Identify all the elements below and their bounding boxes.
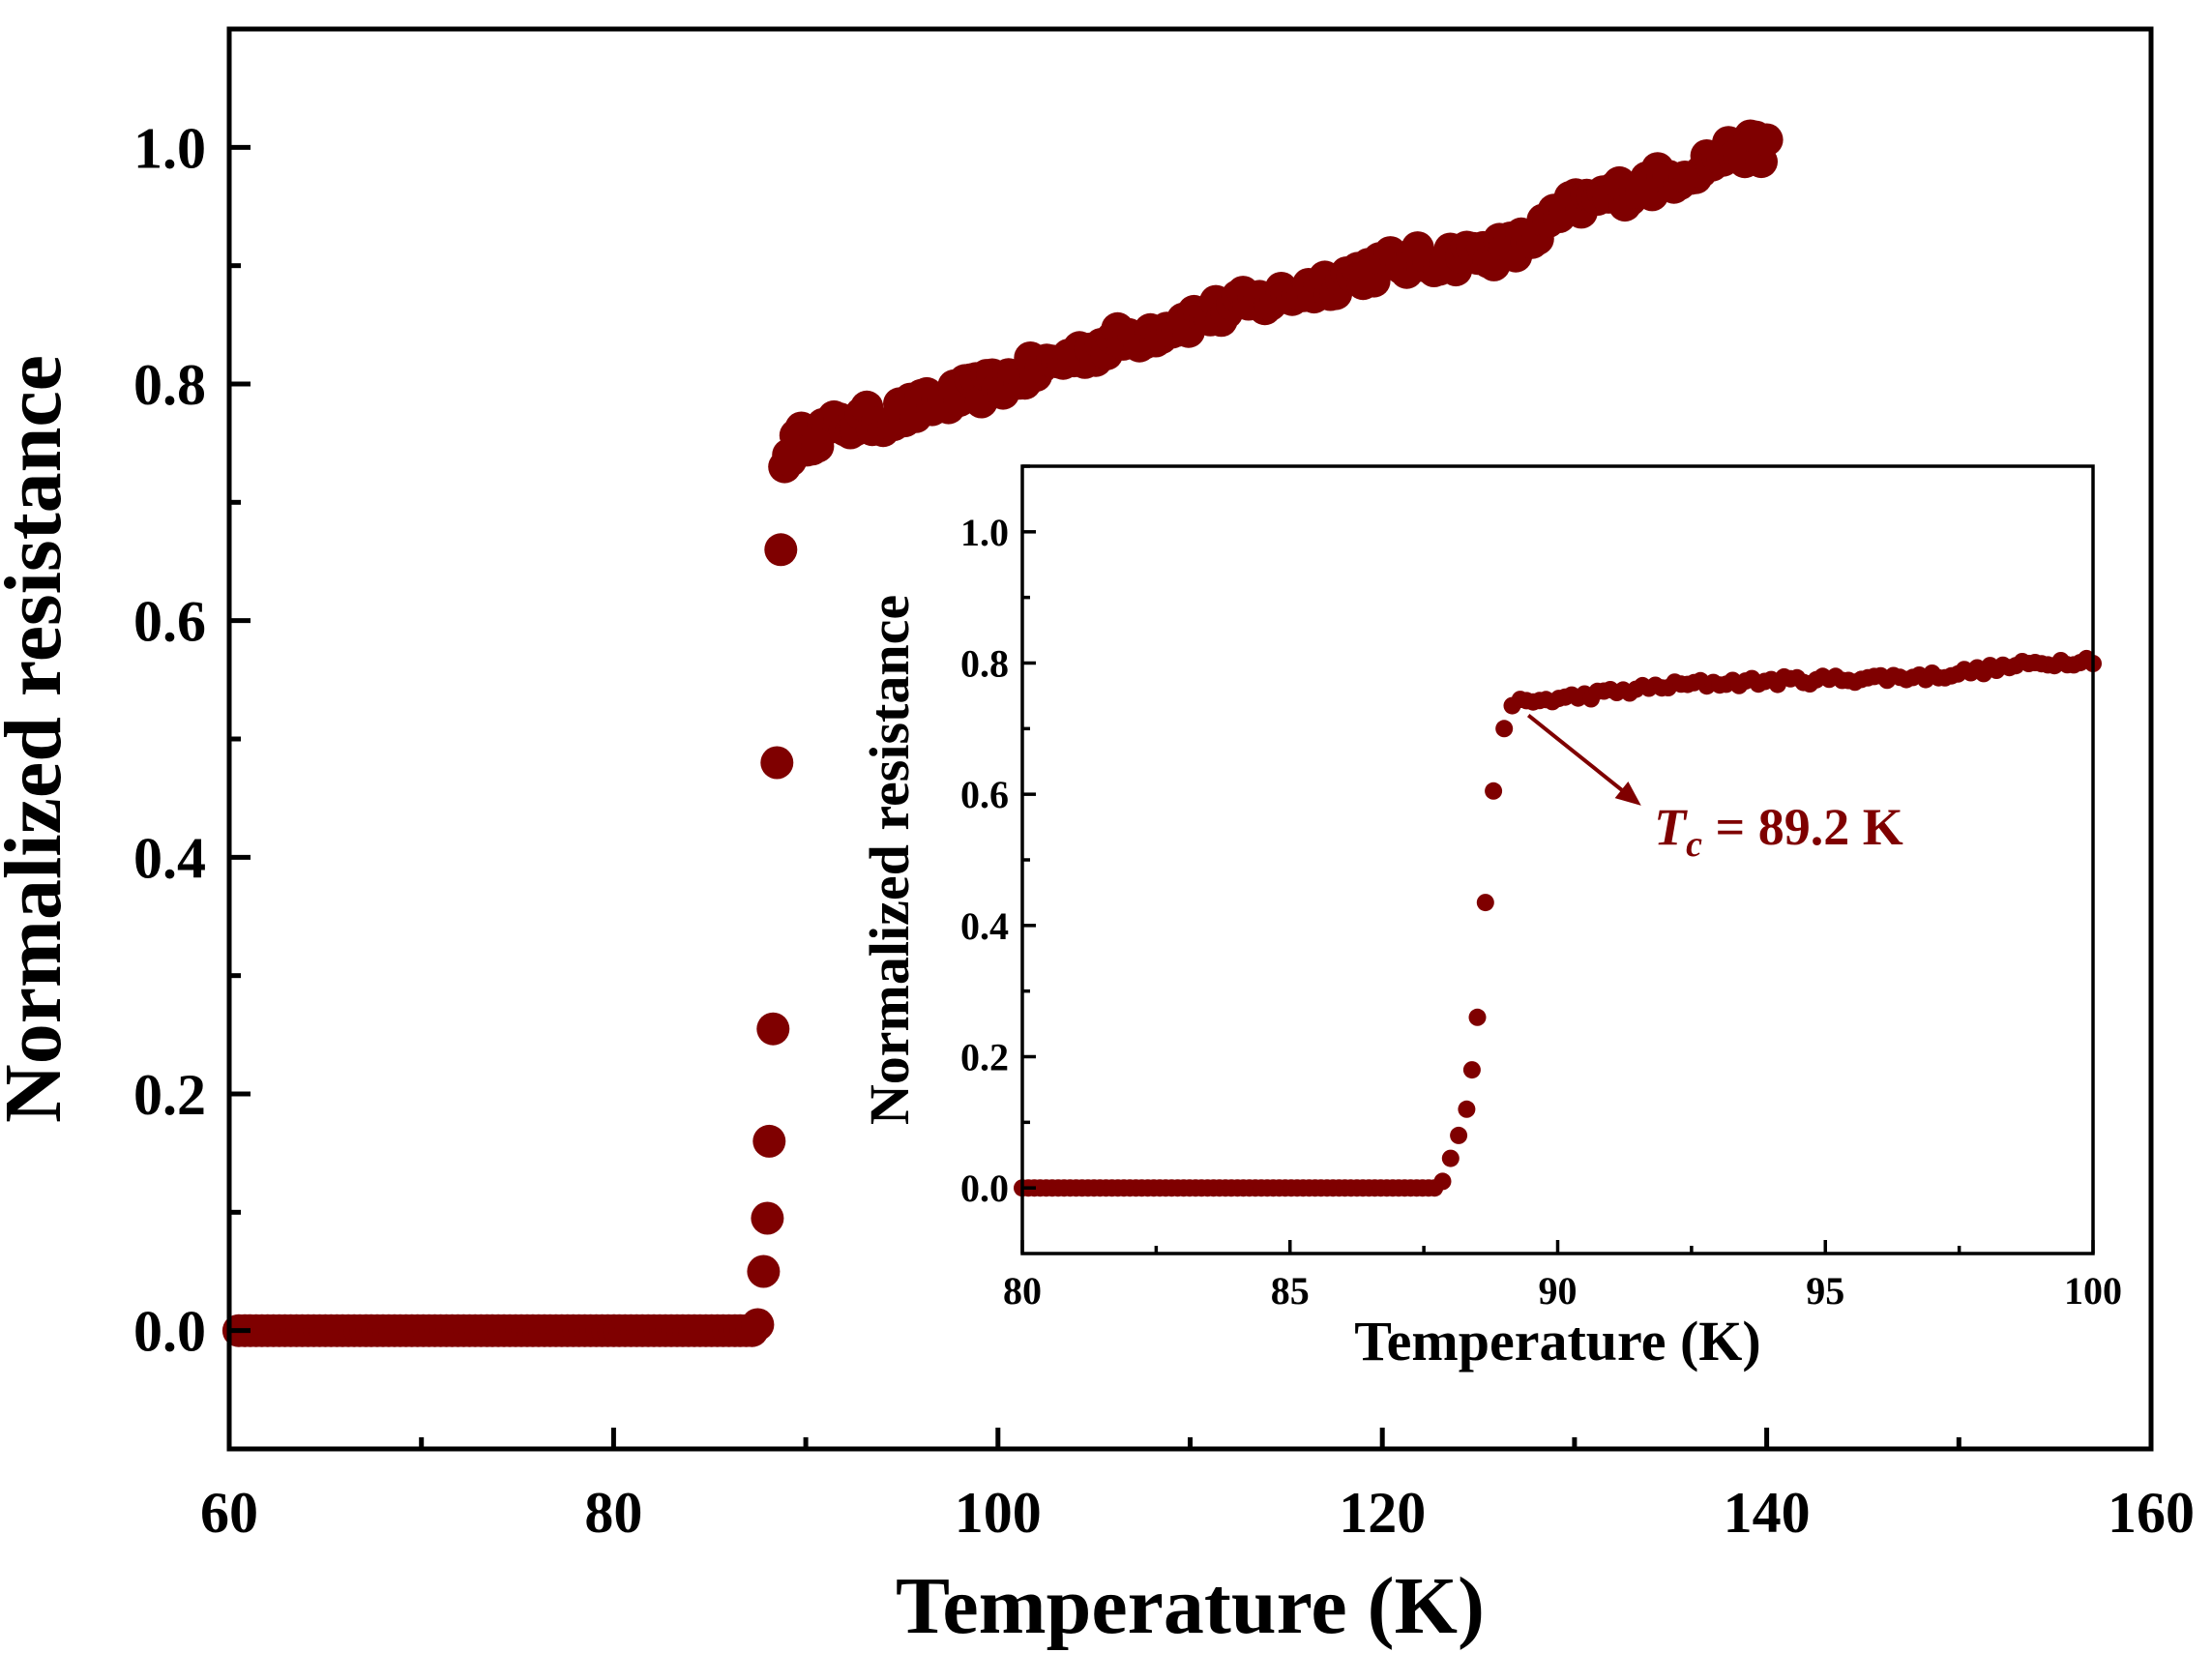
main-data-point — [747, 1255, 781, 1288]
inset-x-tick-label: 85 — [1271, 1269, 1310, 1313]
main-plot: 60 80 100 120 140 160 0.0 0.2 0.4 0.6 0.8 1.0 Temp… — [0, 26, 2195, 1651]
main-y-axis-title: Normalized resistance — [0, 355, 78, 1123]
main-x-tick-labels: 60 80 100 120 140 160 — [200, 1481, 2195, 1545]
main-x-tick-label: 60 — [200, 1481, 258, 1545]
inset-x-tick-label: 90 — [1539, 1269, 1578, 1313]
inset-data-point — [1462, 1061, 1481, 1079]
inset-background — [868, 457, 2103, 1399]
main-data-markers — [221, 119, 1784, 1347]
inset-y-tick-label: 1.0 — [960, 511, 1009, 554]
inset-data-point — [1476, 894, 1494, 912]
tc-annotation-value: = 89.2 K — [1702, 798, 1903, 856]
inset-plot: 80 85 90 95 100 0.0 0.2 0.4 0.6 0.8 1.0 Temperatu… — [858, 457, 2122, 1399]
tc-arrow — [1526, 714, 1638, 804]
tc-annotation-subscript: c — [1686, 824, 1702, 865]
inset-y-tick-label: 0.4 — [960, 904, 1009, 948]
inset-x-tick-label: 95 — [1806, 1269, 1844, 1313]
inset-y-tick-label: 0.2 — [960, 1036, 1009, 1079]
main-y-tick-labels: 0.0 0.2 0.4 0.6 0.8 1.0 — [133, 116, 206, 1363]
main-data-point — [741, 1308, 775, 1342]
tc-annotation: Tc = 89.2 K — [1654, 798, 1903, 865]
main-data-point — [756, 1012, 790, 1046]
main-x-tick-label: 80 — [584, 1481, 642, 1545]
inset-y-tick-label: 0.8 — [960, 642, 1009, 686]
inset-x-axis-title: Temperature (K) — [1354, 1310, 1760, 1373]
main-x-axis-title: Temperature (K) — [896, 1561, 1485, 1651]
inset-y-tick-label: 0.0 — [960, 1166, 1009, 1210]
main-y-tick-label: 0.8 — [133, 353, 206, 417]
main-data-point — [760, 746, 794, 780]
inset-data-point — [1433, 1172, 1452, 1191]
tc-arrow-head — [1614, 782, 1641, 806]
inset-x-tick-label: 100 — [2064, 1269, 2122, 1313]
tc-annotation-symbol: T — [1654, 798, 1688, 856]
inset-data-point — [1441, 1149, 1460, 1167]
main-axis-ticks — [226, 26, 2154, 1449]
main-data-point — [751, 1201, 784, 1235]
inset-y-tick-label: 0.6 — [960, 773, 1009, 816]
inset-data-point — [1468, 1008, 1487, 1026]
main-x-tick-label: 120 — [1339, 1481, 1426, 1545]
main-y-tick-label: 0.4 — [133, 826, 206, 890]
main-x-tick-label: 140 — [1724, 1481, 1811, 1545]
inset-y-tick-labels: 0.0 0.2 0.4 0.6 0.8 1.0 — [960, 511, 1009, 1210]
inset-data-point — [1450, 1126, 1468, 1144]
main-y-tick-label: 1.0 — [133, 116, 206, 180]
main-data-point — [1750, 123, 1784, 157]
main-x-tick-label: 160 — [2108, 1481, 2195, 1545]
inset-data-markers — [1014, 649, 2102, 1197]
inset-y-axis-title: Normalized resistance — [858, 595, 921, 1125]
inset-x-tick-labels: 80 85 90 95 100 — [1003, 1269, 2122, 1313]
main-x-tick-label: 100 — [955, 1481, 1042, 1545]
inset-data-point — [1485, 782, 1503, 800]
inset-data-point — [1458, 1100, 1476, 1118]
inset-x-tick-label: 80 — [1003, 1269, 1042, 1313]
main-y-tick-label: 0.2 — [133, 1063, 206, 1127]
inset-data-point — [1495, 720, 1514, 738]
main-data-point — [752, 1124, 786, 1158]
main-y-tick-label: 0.6 — [133, 590, 206, 654]
main-y-tick-label: 0.0 — [133, 1300, 206, 1364]
inset-axis-ticks — [1020, 464, 2095, 1254]
main-data-point — [764, 533, 798, 567]
